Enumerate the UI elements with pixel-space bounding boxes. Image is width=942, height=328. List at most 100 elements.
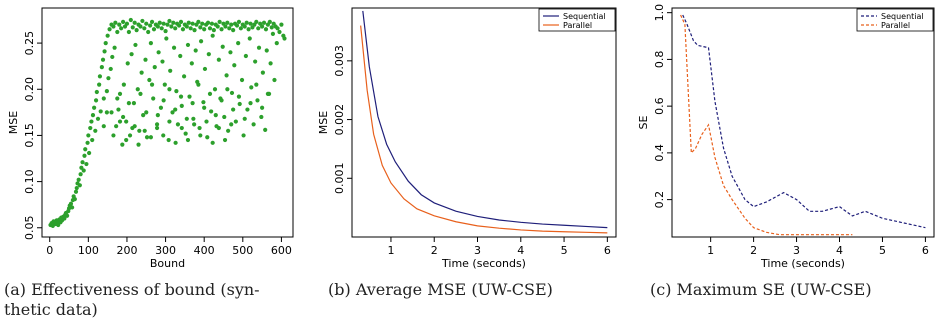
data-point	[255, 98, 260, 103]
data-point	[207, 91, 213, 96]
data-point	[236, 94, 242, 99]
data-point	[236, 40, 241, 46]
data-point	[185, 42, 191, 48]
y-tick-label: 0.001	[333, 163, 346, 195]
data-point	[128, 17, 133, 23]
series-line-sequential	[362, 10, 608, 229]
data-point	[89, 119, 94, 124]
data-point	[161, 133, 166, 138]
data-point	[267, 19, 272, 24]
data-point	[237, 101, 242, 107]
data-point	[229, 22, 234, 27]
data-point	[77, 183, 82, 188]
data-point	[269, 25, 274, 30]
data-point	[129, 52, 134, 57]
data-point	[162, 82, 167, 87]
data-point	[245, 107, 250, 112]
x-tick-label: 0	[46, 244, 53, 257]
data-point	[190, 21, 195, 26]
data-point	[191, 116, 196, 121]
data-point	[225, 87, 230, 92]
y-tick-label: 0.8	[653, 51, 666, 69]
data-point	[164, 36, 169, 41]
data-point	[189, 61, 194, 66]
data-point	[263, 127, 268, 132]
data-point	[185, 137, 191, 143]
data-point	[182, 74, 187, 79]
data-point	[242, 116, 247, 121]
data-point	[90, 137, 95, 143]
data-point	[144, 110, 149, 115]
data-point	[168, 68, 173, 73]
data-point	[70, 205, 75, 210]
data-point	[110, 54, 115, 60]
data-point	[202, 27, 207, 32]
data-point	[229, 90, 235, 96]
data-point	[209, 21, 215, 26]
data-point	[216, 57, 221, 62]
data-point	[243, 53, 248, 59]
plot-frame	[41, 7, 294, 238]
data-point	[120, 19, 126, 24]
data-point	[274, 40, 279, 46]
data-point	[246, 27, 251, 32]
data-point	[165, 22, 170, 27]
data-point	[268, 61, 273, 66]
data-point	[143, 57, 148, 62]
data-point	[81, 168, 86, 173]
x-tick-label: 200	[116, 244, 137, 257]
data-point	[142, 128, 147, 133]
data-point	[180, 27, 186, 32]
data-point	[260, 70, 265, 75]
data-point	[265, 91, 270, 96]
y-tick-label: 0.10	[23, 169, 36, 194]
data-point	[242, 24, 247, 29]
data-point	[133, 42, 138, 48]
x-tick-label: 1	[707, 244, 714, 257]
data-point	[202, 66, 208, 72]
data-point	[124, 21, 130, 26]
data-point	[272, 77, 277, 83]
x-tick-label: 500	[232, 244, 253, 257]
data-point	[117, 22, 122, 27]
data-point	[173, 140, 178, 145]
data-point	[247, 36, 252, 41]
data-point	[154, 122, 160, 127]
data-point	[186, 20, 191, 25]
data-point	[259, 114, 264, 120]
data-point	[79, 165, 84, 170]
data-point	[178, 53, 183, 59]
data-point	[200, 21, 205, 26]
data-point	[93, 98, 99, 103]
data-point	[106, 76, 111, 81]
data-point	[100, 57, 106, 62]
data-point	[72, 197, 77, 202]
data-point	[126, 29, 131, 35]
data-point	[239, 77, 245, 83]
data-point	[147, 77, 152, 83]
data-point	[149, 82, 155, 87]
data-point	[215, 24, 220, 29]
data-point	[80, 160, 85, 165]
x-tick-label: 5	[879, 244, 886, 257]
data-point	[183, 131, 188, 136]
data-point	[88, 125, 93, 131]
data-point	[196, 19, 201, 24]
data-point	[178, 94, 184, 99]
data-point	[138, 91, 143, 96]
data-point	[161, 98, 166, 103]
data-point	[108, 66, 113, 72]
x-axis-label: Bound	[150, 257, 185, 270]
data-point	[232, 63, 237, 68]
data-point	[120, 142, 125, 147]
data-point	[167, 119, 172, 124]
y-tick-label: 0.20	[23, 77, 36, 102]
data-point	[234, 23, 240, 28]
x-tick-label: 300	[155, 244, 176, 257]
data-point	[105, 33, 110, 38]
data-point	[248, 21, 253, 26]
data-point	[236, 19, 242, 24]
data-point	[83, 147, 88, 152]
data-point	[82, 153, 87, 158]
data-point	[205, 135, 210, 140]
